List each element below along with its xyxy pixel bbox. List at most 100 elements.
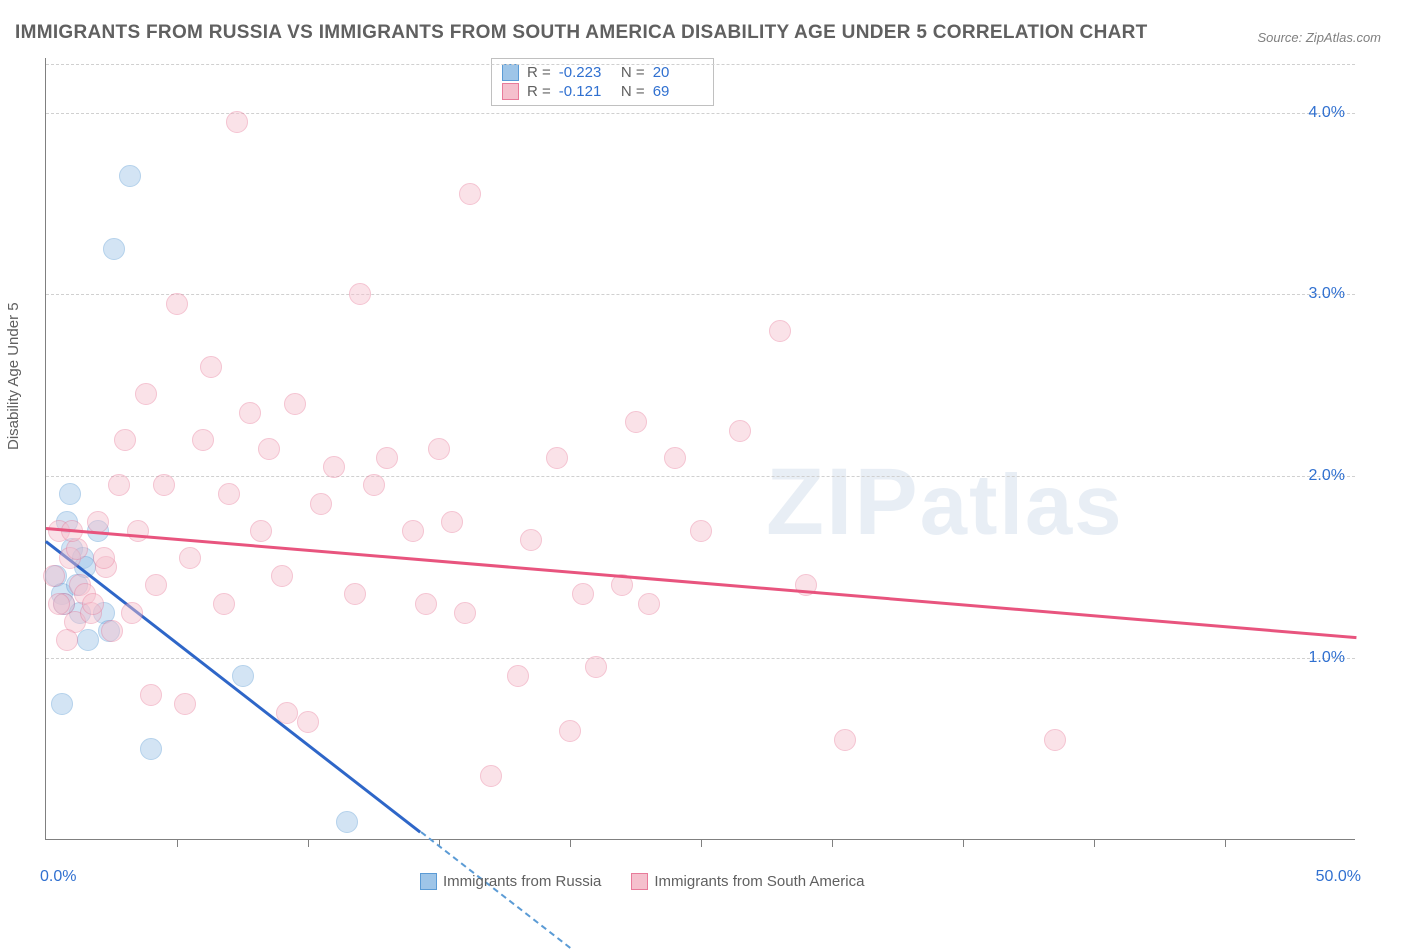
data-point [192, 429, 214, 451]
stats-row: R = -0.121 N = 69 [502, 82, 703, 101]
n-label: N = [617, 64, 645, 81]
data-point [166, 293, 188, 315]
data-point [82, 593, 104, 615]
data-point [336, 811, 358, 833]
data-point [51, 693, 73, 715]
data-point [121, 602, 143, 624]
x-tick [308, 839, 309, 847]
data-point [402, 520, 424, 542]
data-point [349, 283, 371, 305]
y-axis-label: Disability Age Under 5 [5, 302, 22, 450]
y-tick-label: 4.0% [1309, 104, 1345, 122]
gridline [46, 658, 1355, 659]
r-value: -0.223 [559, 64, 609, 81]
data-point [769, 320, 791, 342]
data-point [258, 438, 280, 460]
data-point [93, 547, 115, 569]
data-point [218, 483, 240, 505]
gridline [46, 476, 1355, 477]
data-point [276, 702, 298, 724]
x-tick [963, 839, 964, 847]
x-axis-max-label: 50.0% [1316, 868, 1361, 886]
data-point [297, 711, 319, 733]
data-point [48, 593, 70, 615]
data-point [376, 447, 398, 469]
data-point [103, 238, 125, 260]
series-swatch [502, 83, 519, 100]
data-point [87, 511, 109, 533]
data-point [585, 656, 607, 678]
n-value: 69 [653, 83, 703, 100]
data-point [119, 165, 141, 187]
data-point [114, 429, 136, 451]
stats-row: R = -0.223 N = 20 [502, 63, 703, 82]
n-label: N = [617, 83, 645, 100]
r-label: R = [527, 83, 551, 100]
data-point [239, 402, 261, 424]
data-point [638, 593, 660, 615]
data-point [135, 383, 157, 405]
plot-area: ZIPatlas R =-0.223 N =20R =-0.121 N =69 … [45, 58, 1355, 840]
gridline [46, 294, 1355, 295]
data-point [232, 665, 254, 687]
data-point [108, 474, 130, 496]
x-tick [1225, 839, 1226, 847]
data-point [507, 665, 529, 687]
chart-title: IMMIGRANTS FROM RUSSIA VS IMMIGRANTS FRO… [15, 22, 1148, 44]
data-point [140, 684, 162, 706]
trend-line [46, 527, 1356, 639]
data-point [101, 620, 123, 642]
data-point [310, 493, 332, 515]
data-point [690, 520, 712, 542]
y-tick-label: 1.0% [1309, 649, 1345, 667]
gridline [46, 64, 1355, 65]
series-swatch [502, 64, 519, 81]
data-point [454, 602, 476, 624]
x-tick [1094, 839, 1095, 847]
legend-swatch [420, 873, 437, 890]
data-point [441, 511, 463, 533]
correlation-stats-box: R = -0.223 N = 20 R = -0.121 N = 69 [491, 58, 714, 106]
data-point [43, 565, 65, 587]
data-point [213, 593, 235, 615]
data-point [56, 629, 78, 651]
r-value: -0.121 [559, 83, 609, 100]
data-point [226, 111, 248, 133]
data-point [323, 456, 345, 478]
data-point [363, 474, 385, 496]
x-tick [570, 839, 571, 847]
data-point [77, 629, 99, 651]
x-tick [177, 839, 178, 847]
legend: Immigrants from Russia Immigrants from So… [420, 873, 864, 890]
data-point [127, 520, 149, 542]
source-attribution: Source: ZipAtlas.com [1257, 30, 1381, 45]
data-point [572, 583, 594, 605]
data-point [559, 720, 581, 742]
data-point [1044, 729, 1066, 751]
y-tick-label: 3.0% [1309, 285, 1345, 303]
legend-item: Immigrants from South America [631, 873, 864, 890]
trend-line [45, 540, 421, 833]
data-point [428, 438, 450, 460]
chart-container: IMMIGRANTS FROM RUSSIA VS IMMIGRANTS FRO… [0, 0, 1406, 892]
n-value: 20 [653, 64, 703, 81]
y-tick-label: 2.0% [1309, 467, 1345, 485]
data-point [480, 765, 502, 787]
data-point [546, 447, 568, 469]
data-point [459, 183, 481, 205]
data-point [200, 356, 222, 378]
x-tick [832, 839, 833, 847]
x-axis-min-label: 0.0% [40, 868, 76, 886]
r-label: R = [527, 64, 551, 81]
data-point [145, 574, 167, 596]
data-point [834, 729, 856, 751]
data-point [284, 393, 306, 415]
data-point [174, 693, 196, 715]
data-point [59, 483, 81, 505]
legend-swatch [631, 873, 648, 890]
legend-item: Immigrants from Russia [420, 873, 601, 890]
data-point [344, 583, 366, 605]
data-point [625, 411, 647, 433]
data-point [520, 529, 542, 551]
data-point [179, 547, 201, 569]
